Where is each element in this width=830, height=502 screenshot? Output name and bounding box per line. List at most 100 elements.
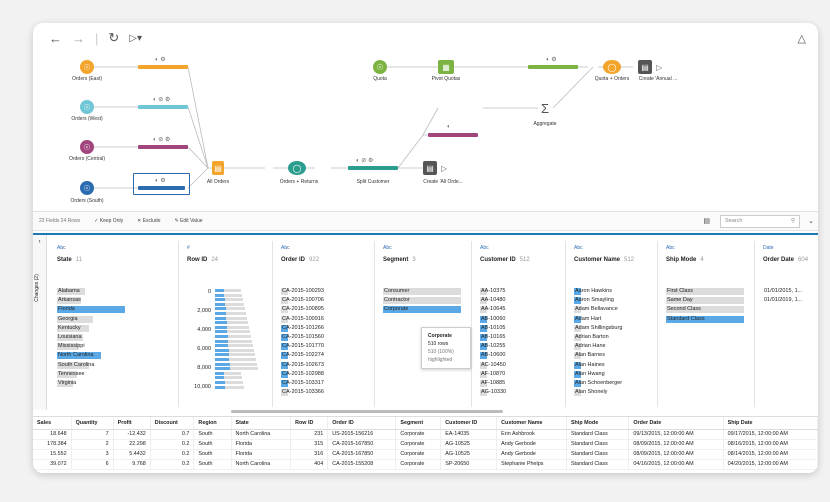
orderid-value[interactable]: CA-2015-101266 <box>281 324 324 333</box>
table-cell[interactable]: -12.432 <box>113 429 151 440</box>
rowid-histogram-bar[interactable] <box>215 385 244 389</box>
segment-value[interactable]: Corporate <box>383 305 461 314</box>
pivot-icon[interactable]: ▦ <box>438 60 454 74</box>
split-step[interactable] <box>348 166 398 170</box>
table-cell[interactable]: North Carolina <box>231 459 292 470</box>
rowid-histogram-bar[interactable] <box>215 348 254 352</box>
rowid-histogram-bar[interactable] <box>215 289 241 292</box>
rowid-histogram-bar[interactable] <box>215 298 243 302</box>
table-cell[interactable]: Corporate <box>395 429 442 440</box>
state-value[interactable]: Arkansas <box>57 296 94 305</box>
table-cell[interactable]: 5.4432 <box>113 449 151 460</box>
grid-header-cell[interactable]: Quantity <box>71 417 114 430</box>
rowid-histogram-bar[interactable] <box>215 312 246 315</box>
table-cell[interactable]: South <box>193 449 232 460</box>
rowid-histogram-bar[interactable] <box>215 353 255 357</box>
table-cell[interactable]: 09/17/2015, 12:00:00 AM <box>723 429 818 440</box>
table-cell[interactable]: 18.648 <box>33 429 72 440</box>
input-east-icon[interactable]: ☉ <box>80 60 94 74</box>
table-cell[interactable]: North Carolina <box>231 429 292 440</box>
table-cell[interactable]: 04/16/2015, 12:00:00 AM <box>628 459 724 470</box>
forward-arrow-icon[interactable]: → <box>72 30 85 46</box>
table-cell[interactable]: Erin Ashbrook <box>496 429 567 440</box>
customername-value[interactable]: Alan Shonely <box>574 388 622 397</box>
table-cell[interactable]: 315 <box>290 439 329 450</box>
table-cell[interactable]: South <box>193 439 232 450</box>
back-arrow-icon[interactable]: ← <box>49 30 62 46</box>
customername-value[interactable]: Aaron Hawkins <box>574 287 622 296</box>
orderid-value[interactable]: CA-2015-102988 <box>281 370 324 379</box>
rowid-histogram-bar[interactable] <box>215 330 250 334</box>
shipmode-value[interactable]: First Class <box>666 287 744 296</box>
orderid-value[interactable]: CA-2015-103317 <box>281 379 324 388</box>
clean-step-mid[interactable] <box>428 133 478 137</box>
customerid-value[interactable]: AB-10105 <box>480 324 506 333</box>
profile-card-customername[interactable]: Abc Customer Name 512 Aaron Hawkins Aaron … <box>568 241 658 407</box>
table-cell[interactable]: 316 <box>290 449 329 460</box>
state-value[interactable]: South Carolina <box>57 361 94 370</box>
table-cell[interactable]: Corporate <box>395 439 442 450</box>
segment-value[interactable]: Consumer <box>383 287 461 296</box>
grid-header-cell[interactable]: Region <box>193 417 232 430</box>
state-value[interactable]: Mississippi <box>57 342 94 351</box>
orderid-value[interactable]: CA-2015-100916 <box>281 315 324 324</box>
customerid-value[interactable]: AB-10060 <box>480 315 506 324</box>
state-value[interactable]: Virginia <box>57 379 94 388</box>
state-value[interactable]: Florida <box>57 305 125 314</box>
output2-icon[interactable]: ▤ <box>638 60 652 74</box>
customername-value[interactable]: Alan Schoenberger <box>574 379 622 388</box>
clean-step-west[interactable] <box>138 105 188 109</box>
table-cell[interactable]: 08/09/2015, 12:00:00 AM <box>628 439 724 450</box>
orderid-value[interactable]: CA-2015-100706 <box>281 296 324 305</box>
rowid-histogram-bar[interactable] <box>215 316 247 320</box>
table-cell[interactable]: 39.072 <box>33 459 72 470</box>
join2-icon[interactable]: ◯ <box>603 60 621 74</box>
union-icon[interactable]: ▤ <box>212 161 224 175</box>
grid-header-cell[interactable]: Order ID <box>327 417 397 430</box>
grid-header-cell[interactable]: Segment <box>395 417 442 430</box>
customerid-value[interactable]: AB-10255 <box>480 342 506 351</box>
table-cell[interactable]: 08/16/2015, 12:00:00 AM <box>723 439 818 450</box>
customername-value[interactable]: Alan Hwang <box>574 370 622 379</box>
table-cell[interactable]: 15.552 <box>33 449 72 460</box>
edit-value-button[interactable]: ✎ Edit Value <box>174 218 203 224</box>
grid-header-cell[interactable]: Profit <box>113 417 151 430</box>
rowid-histogram-bar[interactable] <box>215 307 245 311</box>
orderid-value[interactable]: CA-2015-100895 <box>281 305 324 314</box>
table-cell[interactable]: Standard Class <box>566 429 630 440</box>
table-cell[interactable]: 7 <box>71 429 114 440</box>
play-icon[interactable]: ▷▾ <box>129 32 143 44</box>
table-cell[interactable]: Standard Class <box>566 459 630 470</box>
customername-value[interactable]: Aaron Smayling <box>574 296 622 305</box>
customerid-value[interactable]: AG-10330 <box>480 388 506 397</box>
table-row[interactable]: 178.384 2 22.298 0.2 South Florida 315 CA-2015-… <box>33 439 818 450</box>
rowid-histogram-bar[interactable] <box>215 381 243 384</box>
rowid-histogram-bar[interactable] <box>215 293 242 297</box>
table-cell[interactable]: 22.298 <box>113 439 151 450</box>
table-cell[interactable]: Florida <box>231 439 292 450</box>
exclude-button[interactable]: ✕ Exclude <box>137 218 161 224</box>
grid-header-cell[interactable]: Row ID <box>290 417 329 430</box>
table-cell[interactable]: 08/14/2015, 12:00:00 AM <box>723 449 818 460</box>
clean-step-quota[interactable] <box>528 65 578 69</box>
grid-header-cell[interactable]: Customer Name <box>496 417 567 430</box>
table-cell[interactable]: 9.768 <box>113 459 151 470</box>
orderid-value[interactable]: CA-2015-102673 <box>281 361 324 370</box>
rowid-histogram-bar[interactable] <box>215 362 257 366</box>
state-value[interactable]: North Carolina <box>57 351 101 360</box>
profile-card-customerid[interactable]: Abc Customer ID 512 AA-10375 AA-10480 AA-10… <box>474 241 566 407</box>
customerid-value[interactable]: AA-10375 <box>480 287 506 296</box>
quota-icon[interactable]: ☉ <box>373 60 387 74</box>
rowid-histogram-bar[interactable] <box>215 358 256 361</box>
customername-value[interactable]: Alan Barnes <box>574 351 622 360</box>
grid-header-cell[interactable]: Discount <box>150 417 195 430</box>
changes-sidebar[interactable]: › Changes (2) <box>33 235 47 410</box>
table-cell[interactable]: Standard Class <box>566 439 630 450</box>
profile-card-orderid[interactable]: Abc Order ID 922 CA-2015-100293 CA-2015-10… <box>275 241 375 407</box>
table-cell[interactable]: Florida <box>231 449 292 460</box>
orderid-value[interactable]: CA-2015-101560 <box>281 333 324 342</box>
table-cell[interactable]: 404 <box>290 459 329 470</box>
orderid-value[interactable]: CA-2015-100293 <box>281 287 324 296</box>
rowid-histogram-bar[interactable] <box>215 376 242 380</box>
expand-chevron-icon[interactable]: › <box>38 239 41 245</box>
